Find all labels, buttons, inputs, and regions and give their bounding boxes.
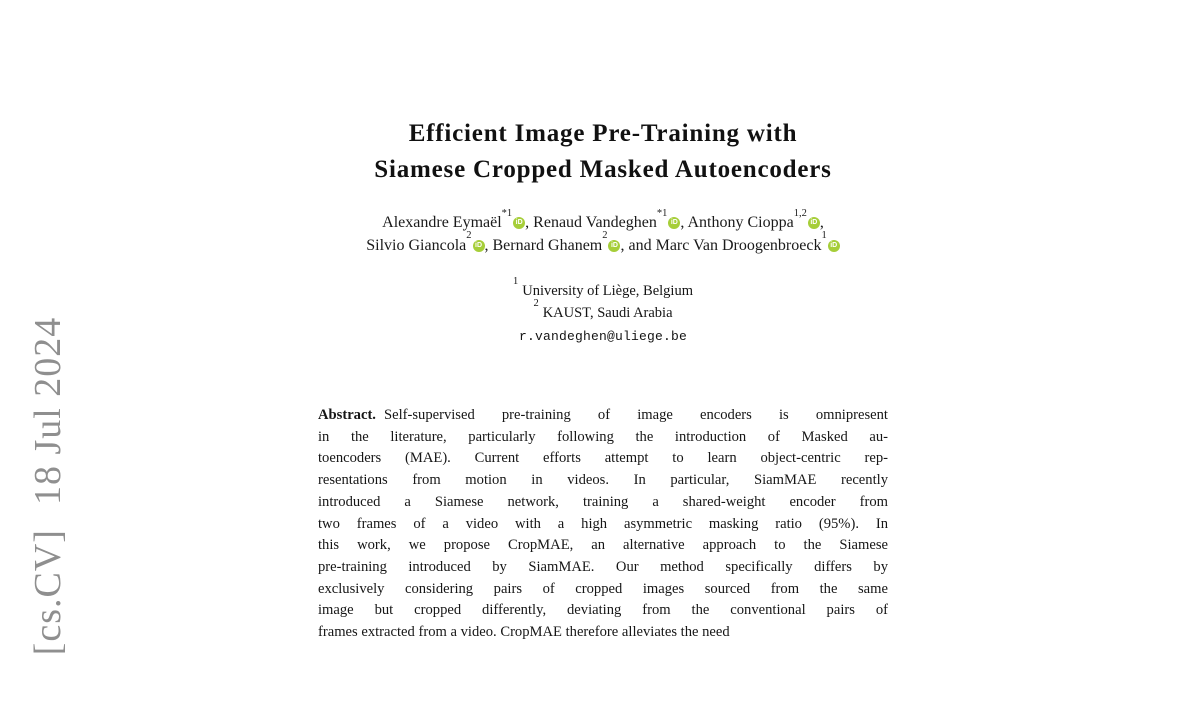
orcid-icon: iD: [807, 217, 820, 229]
author-affil-mark: 1,2: [793, 207, 807, 219]
paper-title-line-2: Siamese Cropped Masked Autoencoders: [374, 156, 832, 183]
author-separator: ,: [525, 214, 534, 231]
author-affil-mark: *1: [501, 207, 513, 219]
orcid-icon: iD: [608, 239, 621, 252]
author-separator: ,: [484, 236, 493, 254]
abstract-label: Abstract.: [318, 407, 376, 423]
abstract: Abstract. Self-supervised pre-training of…: [318, 405, 888, 644]
author-affil-mark: *1: [656, 207, 668, 219]
paper-title-line-1: Efficient Image Pre-Training with: [408, 120, 798, 147]
orcid-icon: iD: [513, 217, 526, 229]
paper-title: Efficient Image Pre-Training with Siames…: [18, 116, 1188, 188]
author: Marc Van Droogenbroeck1iD: [656, 230, 840, 254]
abstract-line: frames extracted from a video. CropMAE t…: [318, 624, 730, 641]
orcid-icon: iD: [668, 217, 681, 229]
orcid-icon: iD: [827, 239, 840, 252]
contact-email: r.vandeghen@uliege.be: [518, 329, 688, 344]
affiliation-2: 2KAUST, Saudi Arabia: [533, 298, 673, 321]
abstract-line: toencoders (MAE). Current efforts attemp…: [318, 450, 888, 467]
abstract-line: Abstract. Self-supervised pre-training of…: [318, 407, 888, 423]
abstract-line: resentations from motion in videos. In p…: [318, 472, 888, 489]
author-affil-mark: 1: [821, 230, 827, 242]
author-line-1: Alexandre Eymaël*1iD, Renaud Vandeghen*1…: [18, 207, 1188, 235]
author: Bernard Ghanem2iD, and: [492, 230, 656, 254]
author: Silvio Giancola2iD,: [366, 230, 493, 254]
author-affil-mark: 2: [602, 230, 608, 242]
abstract-line: exclusively considering pairs of cropped…: [318, 580, 888, 597]
author-affil-mark: 2: [466, 230, 472, 242]
abstract-line: image but cropped differently, deviating…: [318, 602, 888, 619]
author-separator: , and: [620, 236, 656, 254]
abstract-line: in the literature, particularly followin…: [318, 428, 888, 445]
abstract-line: pre-training introduced by SiamMAE. Our …: [318, 558, 888, 575]
author-list: Alexandre Eymaël*1iD, Renaud Vandeghen*1…: [18, 207, 1188, 258]
abstract-line: this work, we propose CropMAE, an altern…: [318, 537, 888, 554]
abstract-line: two frames of a video with a high asymme…: [318, 515, 888, 532]
author: Alexandre Eymaël*1iD,: [382, 207, 534, 231]
author-separator: ,: [819, 214, 824, 231]
paper-page: Efficient Image Pre-Training with Siames…: [18, 0, 1188, 644]
author-separator: ,: [680, 214, 688, 231]
author-line-2: Silvio Giancola2iD, Bernard Ghanem2iD, a…: [18, 230, 1188, 258]
affiliation-1: 1University of Liège, Belgium: [513, 276, 693, 299]
author: Renaud Vandeghen*1iD,: [533, 207, 688, 231]
abstract-line: introduced a Siamese network, training a…: [318, 493, 888, 510]
orcid-icon: iD: [472, 239, 485, 252]
author: Anthony Cioppa1,2iD,: [687, 207, 824, 231]
affiliations: 1University of Liège, Belgium 2KAUST, Sa…: [18, 276, 1188, 348]
